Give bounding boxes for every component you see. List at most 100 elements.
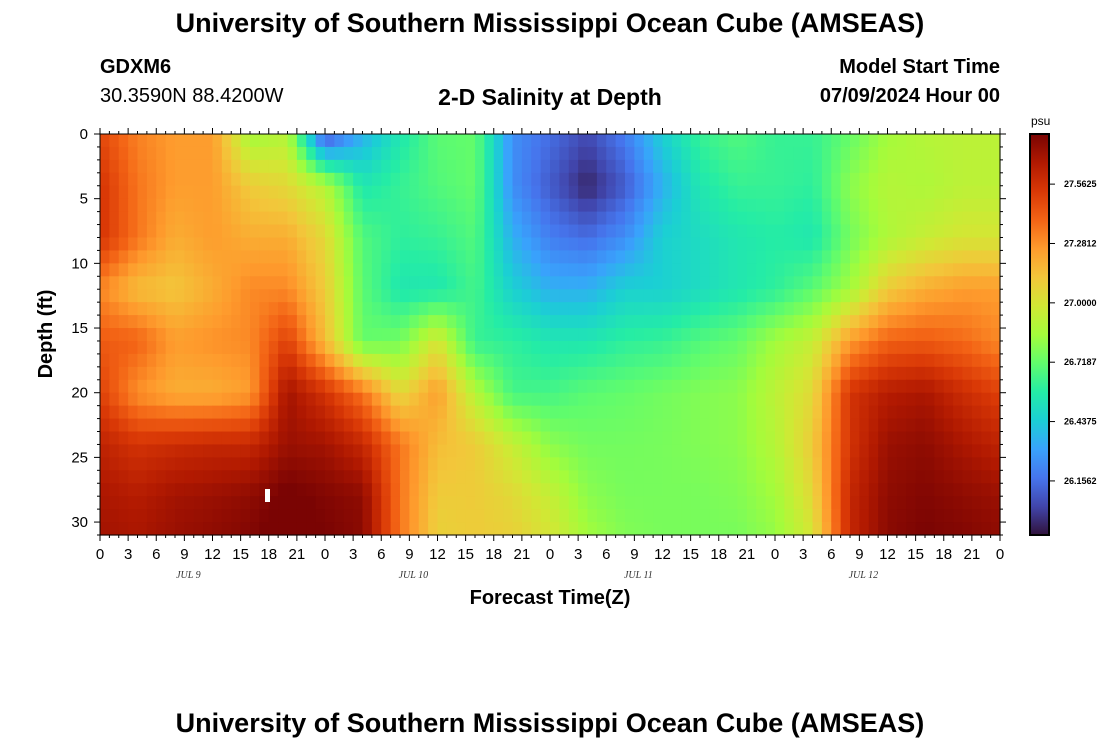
heatmap-cell	[540, 224, 551, 239]
heatmap-cell	[775, 289, 785, 303]
heatmap-cell	[184, 353, 195, 368]
heatmap-cell	[240, 250, 251, 264]
heatmap-cell	[596, 302, 607, 316]
heatmap-cell	[559, 172, 570, 187]
heatmap-cell	[550, 237, 560, 252]
heatmap-cell	[325, 276, 335, 290]
heatmap-cell	[568, 379, 579, 394]
heatmap-cell	[718, 198, 729, 213]
heatmap-cell	[400, 353, 410, 368]
heatmap-cell	[381, 134, 392, 148]
heatmap-cell	[831, 146, 842, 161]
heatmap-cell	[109, 379, 120, 394]
heatmap-cell	[718, 289, 729, 303]
heatmap-cell	[775, 250, 785, 264]
heatmap-cell	[409, 483, 420, 497]
heatmap-cell	[840, 237, 851, 252]
heatmap-cell	[325, 211, 335, 226]
heatmap-cell	[962, 509, 973, 523]
heatmap-cell	[100, 431, 110, 446]
heatmap-cell	[100, 211, 110, 226]
heatmap-cell	[156, 185, 167, 200]
heatmap-cell	[259, 444, 270, 458]
heatmap-cell	[203, 366, 214, 381]
heatmap-cell	[503, 379, 514, 394]
heatmap-cell	[596, 509, 607, 523]
heatmap-cell	[775, 328, 785, 342]
heatmap-cell	[709, 237, 720, 252]
heatmap-cell	[493, 289, 504, 303]
heatmap-cell	[756, 509, 767, 523]
heatmap-cell	[953, 263, 964, 277]
heatmap-cell	[250, 315, 260, 329]
heatmap-cell	[428, 444, 439, 458]
heatmap-cell	[662, 444, 673, 458]
heatmap-cell	[156, 263, 167, 277]
heatmap-cell	[803, 418, 814, 433]
heatmap-cell	[437, 340, 448, 355]
heatmap-cell	[146, 483, 157, 497]
heatmap-cell	[981, 418, 992, 433]
heatmap-cell	[943, 146, 954, 161]
heatmap-cell	[456, 496, 467, 510]
heatmap-cell	[268, 392, 279, 407]
heatmap-cell	[840, 224, 851, 239]
heatmap-cell	[550, 134, 560, 148]
heatmap-cell	[803, 509, 814, 523]
heatmap-cell	[784, 366, 795, 381]
heatmap-cell	[165, 289, 176, 303]
heatmap-cell	[221, 211, 232, 226]
heatmap-cell	[596, 457, 607, 471]
heatmap-cell	[503, 328, 514, 342]
heatmap-cell	[118, 224, 129, 239]
heatmap-cell	[878, 146, 889, 161]
heatmap-cell	[634, 353, 645, 368]
heatmap-cell	[596, 470, 607, 484]
heatmap-cell	[587, 328, 598, 342]
heatmap-cell	[925, 146, 935, 161]
heatmap-cell	[193, 522, 204, 536]
heatmap-cell	[953, 431, 964, 446]
heatmap-cell	[193, 250, 204, 264]
heatmap-cell	[606, 353, 617, 368]
heatmap-cell	[137, 340, 148, 355]
heatmap-cell	[503, 276, 514, 290]
heatmap-cell	[493, 431, 504, 446]
heatmap-cell	[296, 276, 307, 290]
heatmap-cell	[784, 483, 795, 497]
heatmap-cell	[362, 405, 373, 420]
heatmap-cell	[559, 340, 570, 355]
heatmap-cell	[287, 353, 298, 368]
heatmap-cell	[775, 224, 785, 239]
heatmap-cell	[587, 289, 598, 303]
heatmap-cell	[400, 237, 410, 252]
heatmap-cell	[343, 483, 354, 497]
heatmap-cell	[971, 276, 982, 290]
heatmap-cell	[212, 302, 223, 316]
heatmap-cell	[634, 509, 645, 523]
heatmap-cell	[165, 418, 176, 433]
heatmap-cell	[962, 340, 973, 355]
heatmap-cell	[746, 522, 757, 536]
heatmap-cell	[456, 159, 467, 174]
heatmap-cell	[550, 444, 560, 458]
heatmap-cell	[193, 431, 204, 446]
heatmap-cell	[231, 289, 242, 303]
heatmap-cell	[925, 470, 935, 484]
heatmap-cell	[765, 418, 776, 433]
heatmap-cell	[325, 315, 335, 329]
heatmap-cell	[109, 392, 120, 407]
heatmap-cell	[578, 366, 589, 381]
heatmap-cell	[943, 134, 954, 148]
heatmap-cell	[203, 483, 214, 497]
heatmap-cell	[803, 379, 814, 394]
heatmap-cell	[756, 353, 767, 368]
heatmap-cell	[971, 315, 982, 329]
heatmap-cell	[906, 418, 917, 433]
heatmap-cell	[193, 276, 204, 290]
heatmap-cell	[156, 431, 167, 446]
heatmap-cell	[981, 276, 992, 290]
heatmap-cell	[887, 483, 898, 497]
heatmap-cell	[934, 470, 945, 484]
heatmap-cell	[446, 483, 457, 497]
